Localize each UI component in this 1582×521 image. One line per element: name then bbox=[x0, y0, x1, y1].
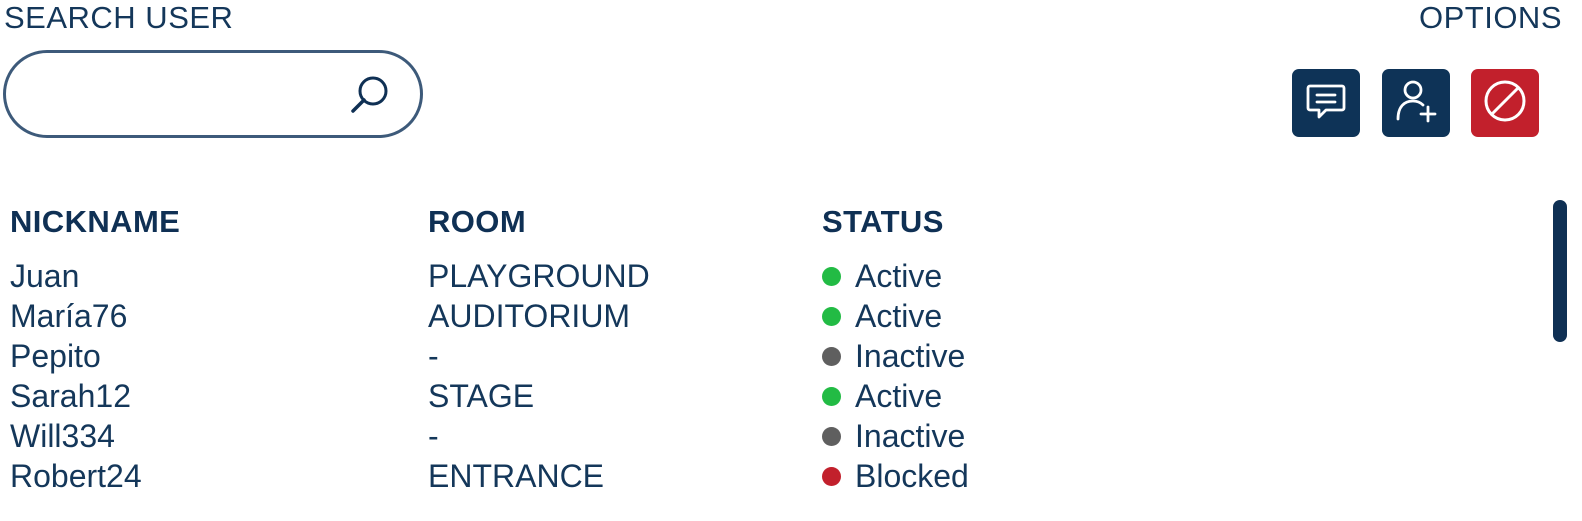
status-text: Active bbox=[855, 378, 943, 414]
status-text: Blocked bbox=[855, 458, 969, 494]
nickname-cell[interactable]: Robert24 bbox=[10, 458, 142, 494]
status-column: STATUS Active Active Inactive Active Ina… bbox=[822, 200, 969, 496]
status-cell: Inactive bbox=[822, 336, 969, 376]
status-dot-icon bbox=[822, 306, 841, 326]
room-cell: ENTRANCE bbox=[428, 458, 605, 494]
status-text: Inactive bbox=[855, 418, 966, 454]
status-header: STATUS bbox=[822, 204, 944, 239]
status-dot-icon bbox=[822, 426, 841, 446]
status-dot-icon bbox=[822, 266, 841, 286]
status-cell: Blocked bbox=[822, 456, 969, 496]
status-text: Active bbox=[855, 298, 943, 334]
options-label: OPTIONS bbox=[1418, 0, 1562, 35]
room-cell: - bbox=[428, 418, 439, 454]
search-input[interactable] bbox=[30, 71, 330, 117]
block-button[interactable] bbox=[1471, 69, 1539, 137]
room-column: ROOM PLAYGROUND AUDITORIUM - STAGE - ENT… bbox=[428, 200, 650, 496]
nickname-cell[interactable]: Juan bbox=[10, 258, 80, 294]
message-icon bbox=[1302, 77, 1350, 130]
status-dot-icon bbox=[822, 386, 841, 406]
add-user-icon bbox=[1392, 77, 1440, 130]
room-cell: STAGE bbox=[428, 378, 535, 414]
status-cell: Active bbox=[822, 256, 969, 296]
status-cell: Active bbox=[822, 296, 969, 336]
room-cell: PLAYGROUND bbox=[428, 258, 650, 294]
status-dot-icon bbox=[822, 466, 841, 486]
nickname-header: NICKNAME bbox=[10, 204, 181, 239]
scrollbar-thumb[interactable] bbox=[1553, 200, 1567, 342]
search-field[interactable] bbox=[3, 50, 423, 138]
nickname-cell[interactable]: Will334 bbox=[10, 418, 115, 454]
room-header: ROOM bbox=[428, 204, 527, 239]
nickname-column: NICKNAME Juan María76 Pepito Sarah12 Wil… bbox=[10, 200, 180, 496]
message-button[interactable] bbox=[1292, 69, 1360, 137]
room-cell: AUDITORIUM bbox=[428, 298, 631, 334]
status-text: Inactive bbox=[855, 338, 966, 374]
room-cell: - bbox=[428, 338, 439, 374]
status-cell: Active bbox=[822, 376, 969, 416]
search-user-label: SEARCH USER bbox=[4, 0, 234, 35]
nickname-cell[interactable]: Sarah12 bbox=[10, 378, 131, 414]
nickname-cell[interactable]: María76 bbox=[10, 298, 128, 334]
status-text: Active bbox=[855, 258, 943, 294]
status-dot-icon bbox=[822, 346, 841, 366]
search-icon[interactable] bbox=[348, 73, 392, 117]
add-user-button[interactable] bbox=[1382, 69, 1450, 137]
nickname-cell[interactable]: Pepito bbox=[10, 338, 101, 374]
block-icon bbox=[1481, 77, 1529, 130]
status-cell: Inactive bbox=[822, 416, 969, 456]
